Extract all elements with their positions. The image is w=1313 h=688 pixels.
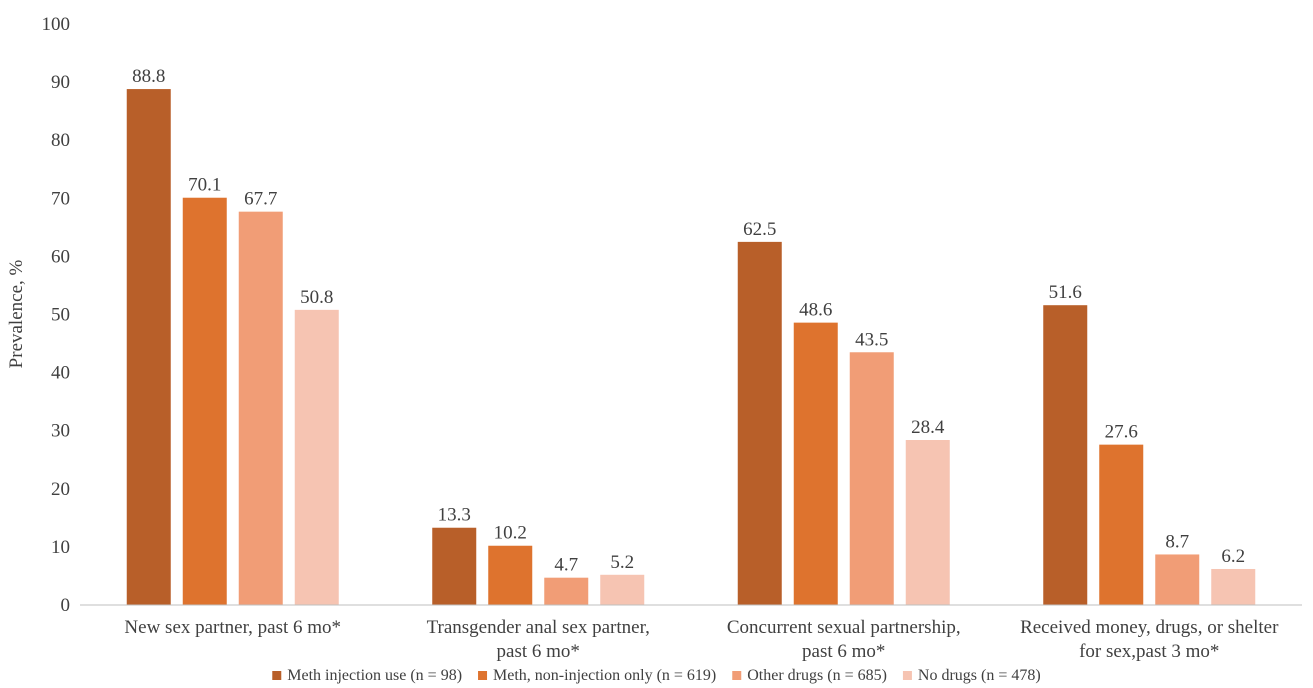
bar bbox=[600, 574, 645, 605]
y-axis-label: Prevalence, % bbox=[6, 259, 27, 368]
data-label: 28.4 bbox=[911, 417, 945, 438]
bar bbox=[905, 439, 950, 605]
bar bbox=[238, 211, 283, 605]
data-label: 50.8 bbox=[300, 287, 333, 308]
legend-swatch bbox=[902, 671, 912, 680]
legend-label: Meth injection use (n = 98) bbox=[287, 667, 462, 684]
data-label: 27.6 bbox=[1105, 422, 1138, 443]
data-label: 51.6 bbox=[1049, 282, 1082, 303]
legend-swatch bbox=[272, 671, 282, 680]
data-labels: 88.8 70.1 67.7 50.8 13.3 10.2 4.7 5.2 62.5 48.6 43… bbox=[132, 66, 1245, 576]
legend: Meth injection use (n = 98) Meth, non-inj… bbox=[272, 667, 1041, 684]
category-label: past 6 mo* bbox=[497, 641, 580, 662]
data-label: 6.2 bbox=[1221, 546, 1245, 567]
y-tick-label: 80 bbox=[51, 130, 70, 151]
y-tick-label: 30 bbox=[51, 421, 70, 442]
bar bbox=[126, 89, 171, 605]
data-label: 10.2 bbox=[494, 523, 527, 544]
legend-item: Meth, non-injection only (n = 619) bbox=[478, 667, 716, 684]
data-label: 5.2 bbox=[610, 552, 634, 573]
y-tick-label: 90 bbox=[51, 72, 70, 93]
legend-label: Other drugs (n = 685) bbox=[747, 667, 887, 684]
y-tick-label: 50 bbox=[51, 305, 70, 326]
bar bbox=[849, 352, 894, 605]
bar bbox=[432, 527, 477, 605]
legend-item: Meth injection use (n = 98) bbox=[272, 667, 462, 684]
y-tick-label: 40 bbox=[51, 363, 70, 384]
bar bbox=[1043, 305, 1088, 605]
y-tick-label: 0 bbox=[61, 595, 71, 616]
bar bbox=[182, 197, 227, 605]
y-tick-label: 70 bbox=[51, 188, 70, 209]
category-label: for sex,past 3 mo* bbox=[1079, 641, 1219, 662]
y-tick-label: 20 bbox=[51, 479, 70, 500]
legend-item: Other drugs (n = 685) bbox=[732, 667, 887, 684]
data-label: 48.6 bbox=[799, 300, 832, 321]
legend-label: No drugs (n = 478) bbox=[918, 667, 1041, 684]
data-label: 62.5 bbox=[743, 219, 776, 240]
bar bbox=[737, 241, 782, 605]
bar bbox=[544, 577, 589, 605]
legend-swatch bbox=[732, 671, 742, 680]
bar bbox=[1211, 568, 1256, 605]
bars bbox=[126, 89, 1256, 605]
category-label: New sex partner, past 6 mo* bbox=[124, 617, 341, 638]
data-label: 8.7 bbox=[1165, 531, 1189, 552]
bar bbox=[1155, 554, 1200, 605]
data-label: 43.5 bbox=[855, 329, 888, 350]
bar bbox=[793, 322, 838, 605]
y-tick-label: 60 bbox=[51, 246, 70, 267]
y-tick-label: 100 bbox=[42, 14, 71, 35]
y-axis-ticks: 0 10 20 30 40 50 60 70 80 90 100 bbox=[42, 14, 71, 616]
bar bbox=[488, 545, 533, 605]
data-label: 88.8 bbox=[132, 66, 165, 87]
data-label: 67.7 bbox=[244, 189, 277, 210]
category-label: Transgender anal sex partner, bbox=[427, 617, 650, 638]
bar bbox=[1099, 444, 1144, 605]
category-label: past 6 mo* bbox=[802, 641, 885, 662]
bar bbox=[294, 309, 339, 605]
legend-swatch bbox=[478, 671, 488, 680]
legend-label: Meth, non-injection only (n = 619) bbox=[493, 667, 716, 684]
legend-item: No drugs (n = 478) bbox=[902, 667, 1041, 684]
y-tick-label: 10 bbox=[51, 537, 70, 558]
category-label: Received money, drugs, or shelter bbox=[1020, 617, 1279, 638]
data-label: 13.3 bbox=[438, 505, 471, 526]
category-label: Concurrent sexual partnership, bbox=[727, 617, 961, 638]
data-label: 4.7 bbox=[554, 555, 578, 576]
data-label: 70.1 bbox=[188, 175, 221, 196]
category-labels: New sex partner, past 6 mo* Transgender a… bbox=[124, 617, 1279, 662]
